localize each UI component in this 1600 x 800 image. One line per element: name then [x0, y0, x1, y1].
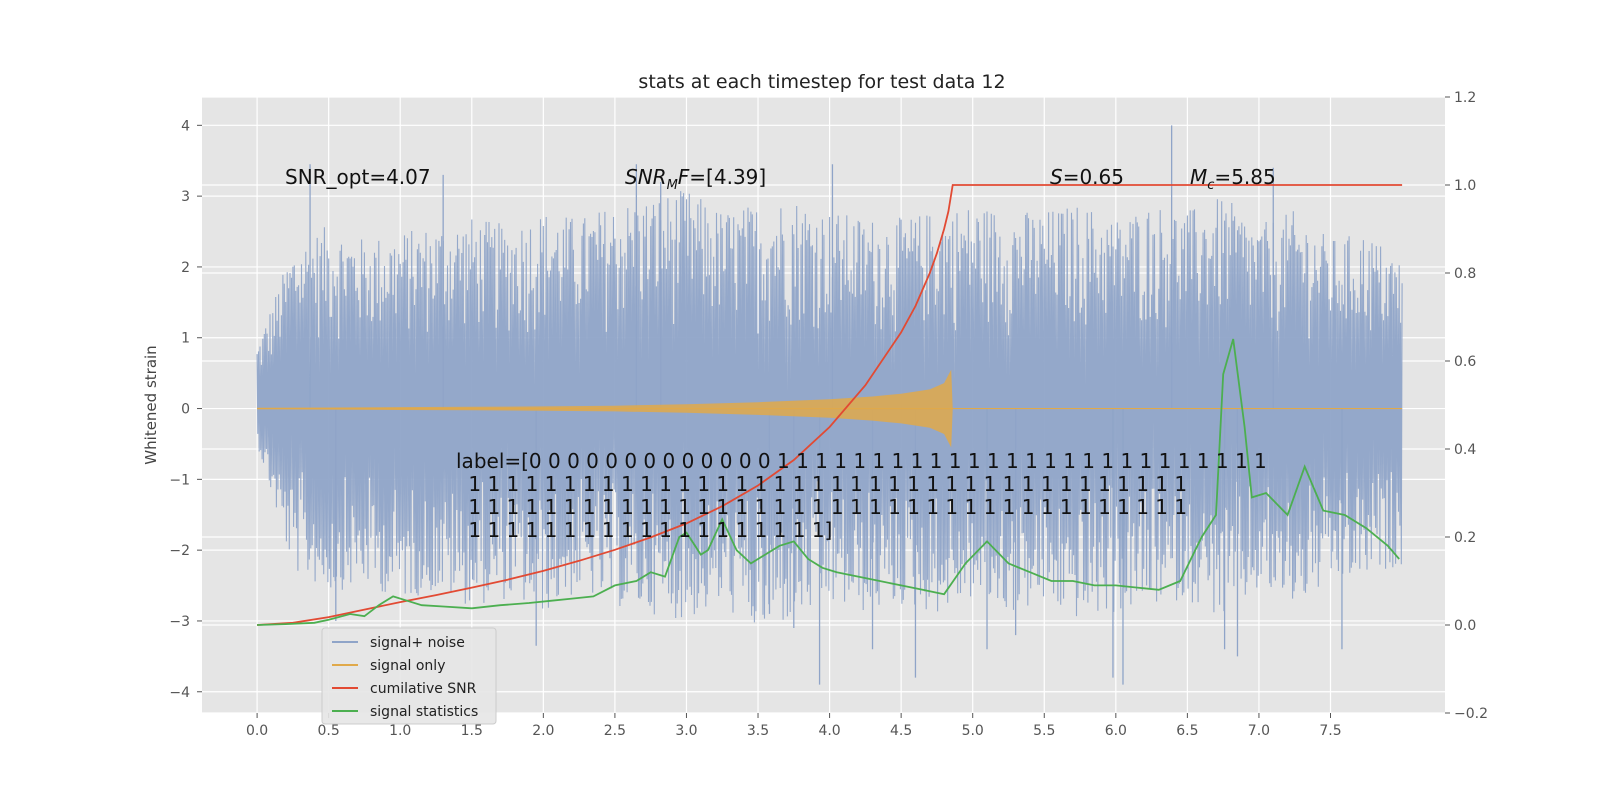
chart-title: stats at each timestep for test data 12 [638, 71, 1005, 93]
annotation-snr-opt: SNR_opt=4.07 [285, 165, 431, 189]
annotations: SNR_opt=4.07 SNRMF=[4.39] S=0.65 Mc=5.85 [285, 165, 1276, 193]
cumulative-snr-line [257, 184, 1403, 626]
x-tick-label: 5.0 [962, 723, 984, 739]
x-tick-label: 5.5 [1033, 723, 1055, 739]
signal-only-series [257, 369, 1403, 448]
annotation-s: S=0.65 [1050, 165, 1124, 189]
legend-label: signal only [370, 658, 445, 674]
label-text-line: 1 1 1 1 1 1 1 1 1 1 1 1 1 1 1 1 1 1 1 1 … [462, 472, 1187, 496]
x-tick-label: 3.0 [675, 723, 697, 739]
x-tick-label: 7.0 [1248, 723, 1270, 739]
y2-tick-label: 0.2 [1454, 530, 1476, 546]
label-text-line: label=[0 0 0 0 0 0 0 0 0 0 0 0 0 1 1 1 1… [456, 449, 1267, 473]
signal-noise-series [256, 125, 1403, 685]
annotation-mc: Mc=5.85 [1190, 165, 1276, 193]
legend-box [321, 627, 497, 725]
y-tick-label: 2 [181, 260, 190, 276]
label-text-block: label=[0 0 0 0 0 0 0 0 0 0 0 0 0 1 1 1 1… [456, 449, 1267, 542]
y-tick-label: 0 [181, 402, 190, 418]
x-tick-label: 7.5 [1319, 723, 1341, 739]
cumulative-snr-series [257, 184, 1403, 626]
y2-tick-label: 0.0 [1454, 618, 1476, 634]
legend-label: cumilative SNR [370, 681, 477, 697]
y-tick-label: −4 [169, 685, 190, 701]
y-tick-label: 3 [181, 189, 190, 205]
signal-statistics-series [257, 338, 1400, 626]
y2-tick-label: 0.8 [1454, 266, 1476, 282]
x-tick-label: 1.0 [389, 723, 411, 739]
y2-tick-label: 1.2 [1454, 90, 1476, 106]
legend-label: signal statistics [370, 704, 478, 720]
signal-noise-line [256, 191, 1403, 623]
y-axis-label: Whitened strain [142, 345, 160, 464]
legend-label: signal+ noise [370, 635, 465, 651]
label-text-line: 1 1 1 1 1 1 1 1 1 1 1 1 1 1 1 1 1 1 1] [462, 518, 832, 542]
x-tick-label: 0.0 [246, 723, 268, 739]
y2-tick-label: −0.2 [1454, 706, 1488, 722]
signal-statistics-line [257, 338, 1400, 626]
y2-tick-label: 0.4 [1454, 442, 1476, 458]
x-tick-label: 4.0 [818, 723, 840, 739]
y-tick-label: −2 [169, 543, 190, 559]
y-tick-label: 4 [181, 118, 190, 134]
x-tick-label: 0.5 [318, 723, 340, 739]
y2-tick-label: 1.0 [1454, 178, 1476, 194]
y-tick-label: 1 [181, 331, 190, 347]
legend: signal+ noise signal only cumilative SNR si… [321, 627, 497, 725]
x-tick-label: 2.0 [532, 723, 554, 739]
y2-tick-label: 0.6 [1454, 354, 1476, 370]
x-tick-label: 2.5 [604, 723, 626, 739]
annotation-snr-mf: SNRMF=[4.39] [625, 165, 766, 193]
y-tick-label: −1 [169, 472, 190, 488]
label-text-line: 1 1 1 1 1 1 1 1 1 1 1 1 1 1 1 1 1 1 1 1 … [462, 495, 1187, 519]
x-tick-label: 6.0 [1105, 723, 1127, 739]
x-tick-label: 3.5 [747, 723, 769, 739]
axes: 0.0 0.5 1.0 1.5 2.0 2.5 3.0 3.5 4.0 4.5 5.0 5.5 6.0 6… [169, 90, 1488, 739]
x-tick-label: 6.5 [1176, 723, 1198, 739]
x-tick-label: 4.5 [890, 723, 912, 739]
x-tick-label: 1.5 [461, 723, 483, 739]
y-tick-label: −3 [169, 614, 190, 630]
